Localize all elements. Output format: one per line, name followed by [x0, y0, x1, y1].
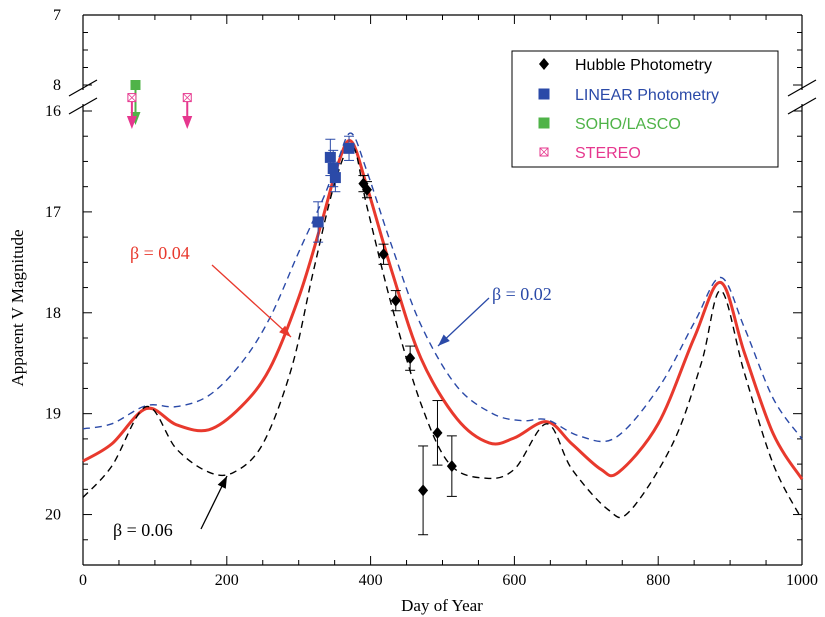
y-axis-title: Apparent V Magnitude	[8, 229, 27, 386]
x-axis-title: Day of Year	[401, 596, 483, 615]
x-tick-label: 800	[646, 572, 670, 589]
axis-break-mark-left-upper	[68, 79, 98, 97]
annotation-beta-006-arrow-head	[217, 476, 227, 489]
axes: 0 200 400 600 800 1000 16 17 18 19 20 7 8	[45, 7, 818, 589]
annotation-beta-002: β = 0.02	[492, 284, 552, 304]
model-curve-beta-002	[82, 132, 803, 443]
legend: Hubble Photometry LINEAR Photometry SOHO/L…	[511, 50, 779, 168]
linear-data-point	[327, 163, 339, 175]
y-tick-label-top: 8	[53, 77, 61, 94]
linear-data-point	[312, 216, 324, 228]
hubble-data-point	[362, 183, 373, 196]
y-tick-label: 20	[45, 507, 61, 524]
linear-data-point	[343, 142, 355, 154]
x-tick-label: 0	[79, 572, 87, 589]
stereo-upper-limit-arrow-head	[182, 116, 193, 129]
y-tick-label: 19	[45, 406, 61, 423]
hubble-data-point	[405, 352, 416, 365]
stereo-upper-limit-arrow-head	[126, 116, 137, 129]
legend-marker-soho	[538, 117, 550, 129]
model-curve-beta-006	[82, 145, 803, 520]
axis-break-mark-right-lower	[787, 97, 817, 115]
hubble-data-point	[390, 294, 401, 307]
annotation-beta-006: β = 0.06	[113, 520, 173, 540]
linear-data-point	[324, 151, 336, 163]
annotations: β = 0.04 β = 0.02 β = 0.06	[113, 243, 552, 540]
legend-box	[511, 50, 779, 168]
legend-marker-linear	[538, 88, 550, 100]
model-curves	[82, 132, 804, 520]
legend-label-stereo: STEREO	[575, 145, 641, 162]
y-tick-label: 16	[45, 103, 61, 120]
legend-marker-stereo-cross	[539, 147, 549, 157]
hubble-data-point	[378, 248, 389, 261]
data-points	[126, 80, 457, 536]
soho-data-point	[130, 80, 141, 90]
legend-label-hubble: Hubble Photometry	[575, 57, 712, 74]
stereo-marker-cross	[182, 93, 192, 102]
axis-break-mark-left-lower	[68, 97, 98, 115]
legend-label-soho: SOHO/LASCO	[575, 116, 681, 133]
annotation-beta-004: β = 0.04	[130, 243, 190, 263]
axis-break-mark-right-upper	[787, 79, 817, 97]
y-tick-label: 17	[45, 204, 61, 221]
legend-marker-hubble	[539, 58, 549, 70]
legend-label-linear: LINEAR Photometry	[575, 87, 719, 104]
y-tick-label: 18	[45, 305, 61, 322]
x-tick-label: 400	[359, 572, 383, 589]
x-tick-label: 1000	[786, 572, 818, 589]
hubble-data-point	[446, 460, 457, 473]
y-tick-label-top: 7	[53, 7, 61, 24]
x-tick-label: 600	[502, 572, 526, 589]
annotation-beta-002-arrow-head	[438, 334, 450, 346]
x-tick-label: 200	[215, 572, 239, 589]
annotation-beta-004-arrow-head	[279, 325, 291, 337]
model-curve-beta-004	[82, 139, 804, 481]
linear-data-point	[329, 172, 341, 184]
annotation-beta-004-arrow-line	[211, 264, 292, 338]
hubble-data-point	[418, 484, 429, 497]
hubble-data-point	[432, 426, 443, 439]
stereo-marker-cross	[127, 93, 137, 102]
